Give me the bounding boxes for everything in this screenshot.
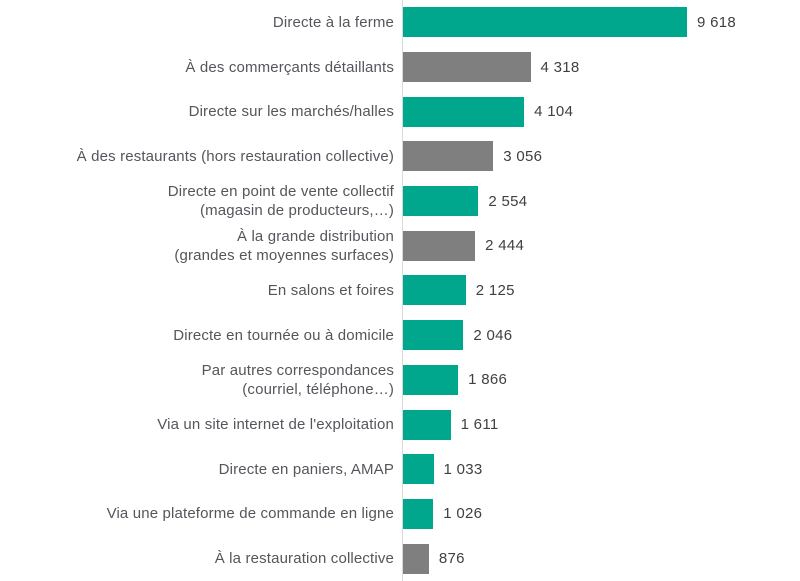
chart-row: À la restauration collective 876 [0, 536, 800, 581]
bar [403, 543, 429, 574]
value-label: 2 125 [475, 281, 515, 299]
category-label: Directe sur les marchés/halles [188, 103, 394, 121]
category-label: À des commerçants détaillants [185, 58, 394, 76]
value-label: 3 056 [503, 147, 543, 165]
value-label: 4 318 [540, 58, 580, 76]
chart-row: Via un site internet de l'exploitation 1 … [0, 402, 800, 447]
value-label: 1 026 [443, 505, 483, 523]
value-label: 876 [438, 550, 465, 568]
plot-area: 2 444 [402, 223, 800, 269]
bar [403, 141, 494, 172]
plot-area: 1 033 [402, 446, 800, 492]
category-label: Directe en point de vente collectif (mag… [167, 183, 394, 220]
value-label: 2 444 [485, 237, 525, 255]
chart-row: Directe en paniers, AMAP 1 033 [0, 446, 800, 492]
plot-area: 1 611 [402, 402, 800, 447]
value-label: 4 104 [534, 103, 574, 121]
plot-area: 3 056 [402, 134, 800, 179]
bar [403, 96, 525, 127]
category-label: À des restaurants (hors restauration col… [76, 147, 394, 165]
category-label: En salons et foires [267, 281, 394, 299]
chart-row: Via une plateforme de commande en ligne 1… [0, 491, 800, 537]
plot-area: 2 125 [402, 268, 800, 313]
value-label: 1 033 [443, 460, 483, 478]
bar [403, 498, 434, 529]
category-label: Via une plateforme de commande en ligne [106, 505, 394, 523]
chart-row: En salons et foires 2 125 [0, 268, 800, 313]
bar [403, 186, 479, 217]
chart-row: À des commerçants détaillants 4 318 [0, 44, 800, 90]
category-label: À la grande distribution (grandes et moy… [174, 227, 394, 264]
bar [403, 230, 476, 261]
chart-row: À la grande distribution (grandes et moy… [0, 223, 800, 269]
value-label: 2 046 [473, 326, 513, 344]
plot-area: 1 026 [402, 491, 800, 537]
plot-area: 876 [402, 536, 800, 581]
chart-row: Directe en tournée ou à domicile 2 046 [0, 312, 800, 358]
category-label: Directe à la ferme [272, 13, 394, 31]
bar [403, 7, 687, 38]
category-label: Directe en tournée ou à domicile [173, 326, 394, 344]
plot-area: 4 318 [402, 44, 800, 90]
category-label: Directe en paniers, AMAP [218, 460, 394, 478]
bar [403, 454, 434, 485]
plot-area: 9 618 [402, 0, 800, 45]
category-label: À la restauration collective [214, 550, 394, 568]
chart-row: À des restaurants (hors restauration col… [0, 134, 800, 179]
plot-area: 2 046 [402, 312, 800, 358]
bar [403, 364, 459, 395]
plot-area: 4 104 [402, 89, 800, 135]
plot-area: 1 866 [402, 357, 800, 403]
chart-row: Directe sur les marchés/halles 4 104 [0, 89, 800, 135]
bar [403, 409, 451, 440]
category-label: Via un site internet de l'exploitation [157, 416, 394, 434]
value-label: 1 866 [468, 371, 508, 389]
chart-row: Directe en point de vente collectif (mag… [0, 178, 800, 224]
category-label: Par autres correspondances (courriel, té… [201, 361, 394, 398]
value-label: 1 611 [460, 416, 499, 434]
value-label: 2 554 [488, 192, 528, 210]
chart-row: Par autres correspondances (courriel, té… [0, 357, 800, 403]
bar [403, 320, 464, 351]
value-label: 9 618 [697, 13, 737, 31]
bar [403, 52, 531, 83]
chart-row: Directe à la ferme 9 618 [0, 0, 800, 45]
bar [403, 275, 466, 306]
plot-area: 2 554 [402, 178, 800, 224]
